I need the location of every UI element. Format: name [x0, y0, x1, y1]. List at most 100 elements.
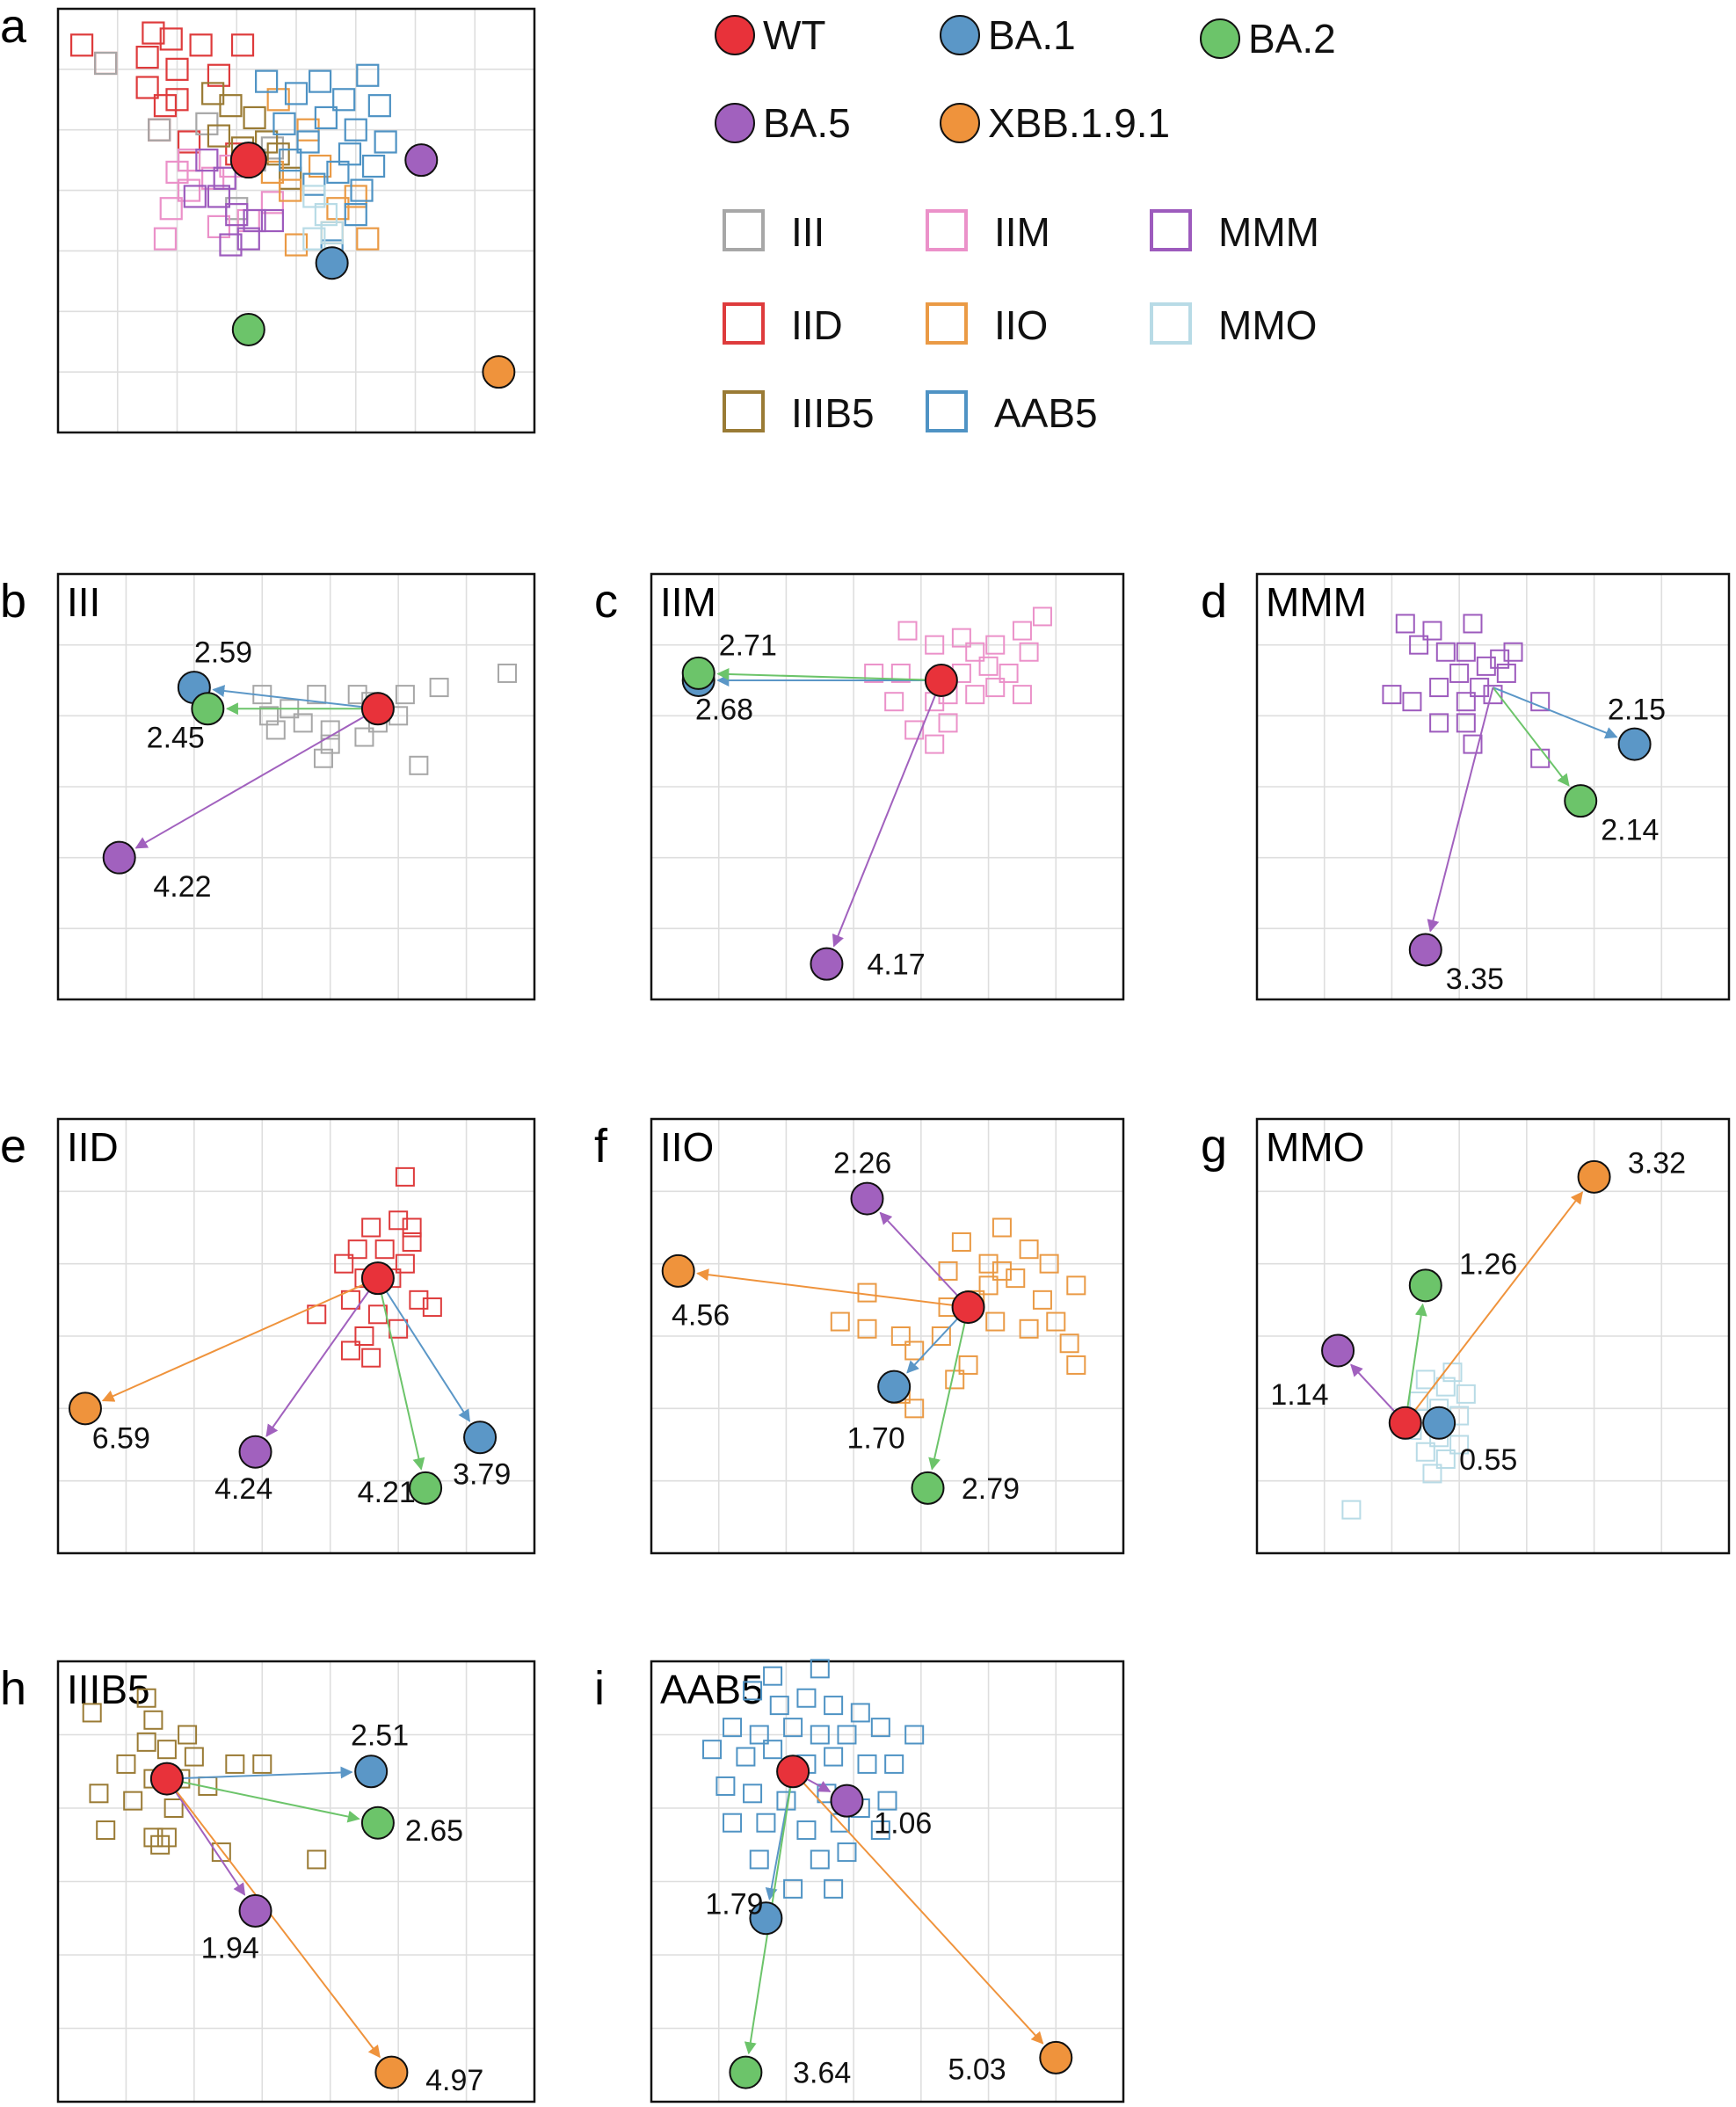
serum-point [354, 1326, 374, 1346]
serum-point [156, 1740, 177, 1760]
serum-point [991, 1261, 1012, 1281]
panel-g: g MMO 3.32 1.26 1.14 0.55 [1201, 1117, 1731, 1555]
serum-point [870, 1820, 890, 1841]
legend-antigen-marker [940, 103, 980, 143]
serum-point [395, 1166, 415, 1187]
legend-serum-label: IID [791, 302, 843, 348]
serum-point [1039, 1253, 1059, 1274]
serum-point [259, 706, 280, 726]
serum-point-MMO [302, 185, 326, 208]
serum-point [837, 1842, 857, 1863]
serum-point [796, 1688, 817, 1708]
legend-serum-marker [723, 302, 765, 345]
distance-label: 1.26 [1459, 1248, 1517, 1282]
legend-serum-marker [1150, 302, 1192, 345]
legend: WT BA.1 BA.2 BA.5 XBB.1.9.1 III IIM MMM IID IIO MM… [715, 12, 1336, 436]
distance-label: 3.79 [453, 1457, 511, 1491]
serum-point-IIM [260, 191, 284, 214]
panel-title: IIM [660, 579, 716, 625]
antigen-point-WT [360, 692, 395, 726]
antigen-point-BA.2 [1564, 784, 1598, 818]
serum-point-AAB5 [361, 154, 386, 178]
serum-point-IIIB5 [219, 94, 243, 118]
serum-point-IIM [159, 197, 183, 221]
serum-point [163, 1798, 184, 1818]
serum-point [184, 1747, 204, 1767]
legend-serum-label: IIO [994, 302, 1048, 348]
serum-point-IIO [266, 88, 290, 112]
serum-point [897, 621, 918, 641]
serum-point-MMM [236, 227, 260, 251]
serum-point [265, 720, 286, 740]
antigen-point-XBB.1.9.1 [482, 355, 516, 389]
distance-arrow-BA.1 [377, 1277, 471, 1422]
serum-point-AAB5 [284, 82, 309, 105]
serum-point [225, 1754, 245, 1774]
serum-point [958, 1355, 978, 1375]
serum-point [965, 685, 985, 705]
serum-point [389, 1210, 409, 1231]
serum-point-MMM [207, 185, 231, 208]
serum-point-AAB5 [367, 94, 391, 118]
serum-point [715, 1776, 736, 1796]
serum-point [1019, 1239, 1039, 1260]
serum-point-AAB5 [356, 63, 380, 87]
serum-point [307, 685, 327, 705]
distance-arrow-BA.2 [166, 1777, 360, 1823]
legend-antigen-label: BA.2 [1248, 16, 1336, 62]
serum-point-IID [230, 33, 255, 57]
serum-point [1530, 748, 1551, 768]
antigen-point-BA.1 [877, 1370, 912, 1404]
serum-point [1456, 642, 1476, 662]
serum-point [136, 1688, 156, 1708]
serum-point [1395, 614, 1415, 634]
legend-serum-marker [926, 209, 968, 251]
serum-point [985, 1311, 1006, 1332]
legend-serum-marker [1150, 209, 1192, 251]
serum-point [991, 1217, 1012, 1238]
antigen-point-XBB.1.9.1 [374, 2055, 409, 2089]
serum-point-MMM [183, 185, 207, 208]
serum-point [830, 1311, 850, 1332]
serum-point [749, 1849, 769, 1870]
distance-label: 4.24 [214, 1472, 272, 1506]
antigen-point-WT [229, 142, 267, 179]
distance-arrow-BA.5 [134, 708, 379, 849]
serum-point [116, 1754, 136, 1774]
antigen-point-BA.2 [231, 312, 265, 346]
distance-arrow-BA.5 [265, 1277, 379, 1437]
serum-point-IIO [356, 227, 380, 251]
serum-point-IIIB5 [201, 82, 225, 105]
serum-point [409, 755, 429, 775]
serum-point [1530, 692, 1551, 712]
serum-point-IIIB5 [255, 130, 279, 154]
serum-point [938, 1261, 958, 1281]
panel-frame [650, 1660, 1125, 2103]
legend-antigen-marker [715, 15, 755, 55]
serum-point [837, 1725, 857, 1745]
distance-label: 5.03 [948, 2053, 1006, 2086]
serum-point-AAB5 [296, 130, 320, 154]
serum-point-AAB5 [374, 130, 397, 154]
distance-label: 1.70 [846, 1421, 904, 1455]
serum-point-MMM [243, 208, 266, 233]
serum-point [1476, 656, 1496, 676]
panel-letter: d [1201, 575, 1227, 628]
serum-point [1496, 663, 1516, 683]
serum-point [1066, 1355, 1086, 1375]
distance-label: 1.79 [705, 1888, 763, 1922]
panel-letter: a [0, 0, 27, 53]
serum-point-AAB5 [338, 142, 362, 166]
serum-point [1032, 607, 1052, 627]
serum-point [293, 713, 313, 733]
serum-point [1415, 1370, 1435, 1390]
serum-point [143, 1710, 163, 1730]
serum-point [82, 1703, 102, 1723]
distance-arrow-XBB.1.9.1 [696, 1268, 969, 1309]
panel-frame [56, 1660, 536, 2103]
serum-point-IIM [207, 214, 231, 238]
serum-point [999, 663, 1019, 683]
serum-point [1341, 1500, 1362, 1520]
distance-arrow-BA.1 [212, 685, 379, 710]
legend-serum-marker [723, 390, 765, 432]
